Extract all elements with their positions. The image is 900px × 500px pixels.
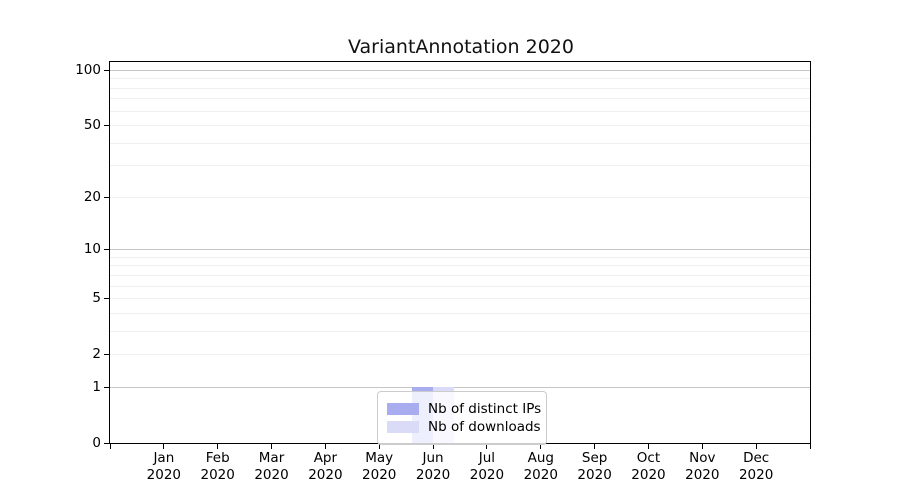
y-tick-label: 5 (92, 290, 101, 307)
x-tick-mark (486, 444, 488, 449)
x-tick-label: May 2020 (339, 450, 419, 484)
x-tick-mark (647, 444, 649, 449)
x-tick-mark (540, 444, 542, 449)
x-tick-mark (594, 444, 596, 449)
y-tick-mark (104, 70, 109, 71)
x-tick-year: 2020 (577, 467, 612, 483)
x-tick-year: 2020 (308, 467, 343, 483)
x-tick-mark (163, 444, 165, 449)
gridline-major (110, 70, 810, 71)
x-tick-label: Nov 2020 (662, 450, 742, 484)
x-tick-year: 2020 (469, 467, 505, 483)
gridline-major (110, 249, 810, 251)
y-tick-mark (104, 298, 109, 300)
x-tick-year: 2020 (146, 467, 182, 483)
x-tick-label: Oct 2020 (608, 450, 688, 484)
legend-label-distinct-ips: Nb of distinct IPs (428, 401, 542, 417)
x-tick-mark (701, 444, 703, 449)
x-tick-month: Apr (313, 450, 338, 466)
x-tick-mark (755, 444, 757, 449)
gridline-minor (110, 98, 810, 100)
y-tick-label: 100 (75, 62, 101, 78)
x-tick-year: 2020 (200, 467, 235, 483)
x-tick-month: Jan (153, 450, 175, 466)
y-tick-label: 0 (92, 435, 101, 451)
legend: Nb of distinct IPs Nb of downloads (377, 391, 547, 445)
x-tick-mark (271, 444, 273, 449)
y-tick-mark (104, 196, 109, 198)
x-tick-year: 2020 (523, 467, 558, 483)
legend-swatch-distinct-ips (387, 403, 419, 415)
y-tick-label: 50 (83, 117, 101, 134)
legend-item-downloads: Nb of downloads (387, 419, 541, 435)
x-tick-year: 2020 (685, 467, 720, 483)
gridline-minor (110, 312, 810, 314)
x-tick-mark (324, 444, 326, 449)
gridline-minor (110, 265, 810, 267)
x-tick-mark (378, 444, 380, 449)
legend-label-downloads: Nb of downloads (428, 419, 541, 435)
x-tick-mark (109, 444, 111, 449)
x-tick-label: Jun 2020 (393, 450, 473, 484)
y-tick-label: 20 (83, 188, 101, 205)
gridline-minor (110, 285, 810, 287)
gridline-minor (110, 78, 810, 80)
gridline-major (110, 386, 810, 388)
x-tick-month: Jul (478, 450, 496, 466)
x-tick-label: Feb 2020 (178, 450, 258, 484)
x-tick-year: 2020 (362, 467, 397, 483)
gridline-minor (110, 165, 810, 167)
x-tick-month: Nov (689, 450, 716, 466)
y-tick-mark (104, 125, 109, 127)
x-tick-label: Aug 2020 (501, 450, 581, 484)
x-tick-year: 2020 (254, 467, 289, 483)
gridline-minor (110, 142, 810, 144)
x-tick-month: Oct (636, 450, 661, 466)
gridline-minor (110, 354, 810, 356)
y-tick-label: 10 (83, 241, 101, 258)
legend-item-distinct-ips: Nb of distinct IPs (387, 401, 541, 417)
y-tick-mark (104, 354, 109, 356)
x-tick-label: Sep 2020 (555, 450, 635, 484)
gridline-minor (110, 196, 810, 198)
y-tick-label: 2 (92, 346, 101, 363)
gridline-minor (110, 274, 810, 276)
gridline-minor (110, 256, 810, 258)
x-tick-mark (809, 444, 811, 449)
x-tick-label: Mar 2020 (232, 450, 312, 484)
x-tick-label: Dec 2020 (716, 450, 796, 484)
x-tick-label: Apr 2020 (285, 450, 365, 484)
legend-swatch-downloads (387, 421, 419, 433)
gridline-minor (110, 330, 810, 332)
x-tick-month: Feb (205, 450, 230, 466)
x-tick-year: 2020 (415, 467, 451, 483)
x-tick-label: Jan 2020 (124, 450, 204, 484)
y-tick-mark (104, 249, 109, 251)
x-tick-month: Aug (527, 450, 554, 466)
x-tick-month: Dec (743, 450, 770, 466)
y-tick-mark (104, 386, 109, 388)
x-tick-label: Jul 2020 (447, 450, 527, 484)
x-tick-mark (432, 444, 434, 449)
gridline-minor (110, 87, 810, 89)
x-tick-month: Jun (422, 450, 444, 466)
x-tick-year: 2020 (738, 467, 774, 483)
y-tick-mark (104, 443, 109, 444)
y-tick-label: 1 (92, 378, 101, 395)
x-tick-year: 2020 (631, 467, 666, 483)
chart-title: VariantAnnotation 2020 (348, 36, 574, 58)
gridline-minor (110, 125, 810, 127)
x-tick-month: Mar (258, 450, 285, 466)
x-tick-month: Sep (581, 450, 608, 466)
gridline-minor (110, 110, 810, 112)
gridline-minor (110, 298, 810, 300)
x-tick-mark (217, 444, 219, 449)
plot-area (109, 61, 811, 444)
x-tick-month: May (365, 450, 394, 466)
